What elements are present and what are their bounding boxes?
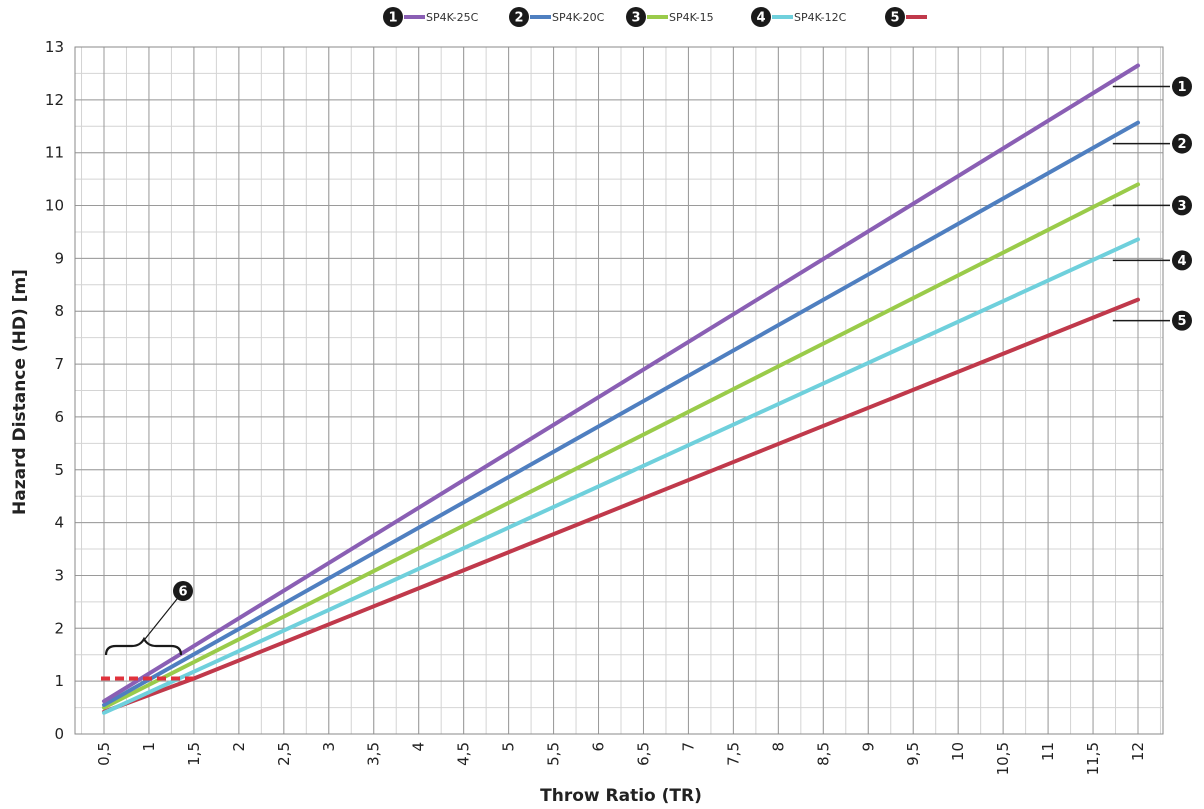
series-line-4 <box>102 237 1140 715</box>
marker-circle <box>173 581 193 601</box>
x-tick-label: 6,5 <box>634 742 652 766</box>
annotation-marker-6: 6 <box>173 581 193 601</box>
x-tick-label: 0,5 <box>95 742 113 766</box>
y-tick-label: 9 <box>54 249 64 267</box>
x-tick-label: 7,5 <box>724 742 742 766</box>
annotation-brace <box>104 636 183 656</box>
y-axis-title: Hazard Distance (HD) [m] <box>10 269 30 515</box>
x-axis-ticks: 0,5 1 1,5 2 2,5 3 3,5 4 4,5 5 5,5 6 6,5 7 7,5 8 8,5 9 9,5 1… <box>95 742 1147 775</box>
y-tick-label: 13 <box>45 38 64 56</box>
marker-number: 4 <box>756 11 765 26</box>
x-tick-label: 11,5 <box>1084 742 1102 775</box>
y-tick-label: 0 <box>54 725 64 743</box>
marker-number: 3 <box>1177 199 1186 214</box>
x-tick-label: 10 <box>949 742 967 761</box>
legend-marker-3: 3 <box>626 7 646 27</box>
legend-label: SP4K-25C <box>426 11 479 24</box>
x-tick-label: 3,5 <box>365 742 383 766</box>
legend-label: SP4K-15 <box>669 11 714 24</box>
marker-number: 2 <box>1177 137 1186 152</box>
legend-marker-4: 4 <box>751 7 771 27</box>
y-tick-label: 12 <box>45 91 64 109</box>
marker-circle <box>1172 195 1192 216</box>
end-marker-1: 1 <box>1172 76 1192 97</box>
y-tick-label: 8 <box>54 302 64 320</box>
marker-number: 5 <box>1177 314 1186 329</box>
x-axis-title: Throw Ratio (TR) <box>540 786 702 806</box>
marker-circle <box>509 7 529 27</box>
x-tick-label: 8 <box>769 742 787 752</box>
marker-circle <box>885 7 905 27</box>
x-tick-label: 1,5 <box>185 742 203 766</box>
marker-number: 5 <box>890 11 899 26</box>
x-tick-label: 9 <box>859 742 877 752</box>
x-tick-label: 9,5 <box>904 742 922 766</box>
x-tick-label: 4 <box>410 742 428 752</box>
legend-marker-1: 1 <box>383 7 403 27</box>
annotation-6: 6 <box>104 581 193 656</box>
x-tick-label: 1 <box>140 742 158 752</box>
y-tick-label: 4 <box>54 514 64 532</box>
y-tick-label: 1 <box>54 672 64 690</box>
x-tick-label: 5,5 <box>545 742 563 766</box>
marker-number: 1 <box>388 11 397 26</box>
y-tick-label: 3 <box>54 566 64 584</box>
x-tick-label: 5 <box>500 742 518 752</box>
marker-circle <box>626 7 646 27</box>
series-line-2 <box>102 120 1140 707</box>
x-tick-label: 7 <box>679 742 697 752</box>
marker-circle <box>1172 310 1192 331</box>
y-tick-label: 5 <box>54 461 64 479</box>
marker-circle <box>751 7 771 27</box>
x-tick-label: 11 <box>1039 742 1057 761</box>
end-marker-3: 3 <box>1172 195 1192 216</box>
marker-number: 4 <box>1177 254 1186 269</box>
annotation-leader <box>144 598 178 640</box>
marker-circle <box>383 7 403 27</box>
major-grid <box>74 46 1164 735</box>
marker-number: 3 <box>631 11 640 26</box>
x-tick-label: 3 <box>320 742 338 752</box>
marker-number: 6 <box>178 585 187 600</box>
series-end-markers: 1 2 3 4 5 <box>1112 76 1192 331</box>
end-marker-5: 5 <box>1172 310 1192 331</box>
x-tick-label: 2 <box>230 742 248 752</box>
x-tick-label: 10,5 <box>994 742 1012 775</box>
legend-marker-5: 5 <box>885 7 905 27</box>
end-marker-2: 2 <box>1172 133 1192 154</box>
marker-circle <box>1172 250 1192 271</box>
x-tick-label: 12 <box>1129 742 1147 761</box>
y-tick-label: 6 <box>54 408 64 426</box>
x-tick-label: 8,5 <box>814 742 832 766</box>
marker-number: 1 <box>1177 80 1186 95</box>
series-line-3 <box>102 182 1140 710</box>
marker-circle <box>1172 76 1192 97</box>
legend-label: SP4K-20C <box>552 11 605 24</box>
y-tick-label: 11 <box>45 144 64 162</box>
legend-marker-2: 2 <box>509 7 529 27</box>
series-line-1 <box>102 63 1140 704</box>
legend: 1 SP4K-25C 2 SP4K-20C 3 SP4K-15 4 SP4K-12C 5 <box>383 7 927 27</box>
end-marker-4: 4 <box>1172 250 1192 271</box>
y-tick-label: 10 <box>45 197 64 215</box>
plot-frame <box>74 46 1164 735</box>
legend-label: SP4K-12C <box>794 11 847 24</box>
marker-number: 2 <box>514 11 523 26</box>
x-tick-label: 4,5 <box>455 742 473 766</box>
x-tick-label: 2,5 <box>275 742 293 766</box>
y-tick-label: 7 <box>54 355 64 373</box>
x-tick-label: 6 <box>590 742 608 752</box>
y-tick-label: 2 <box>54 619 64 637</box>
marker-circle <box>1172 133 1192 154</box>
